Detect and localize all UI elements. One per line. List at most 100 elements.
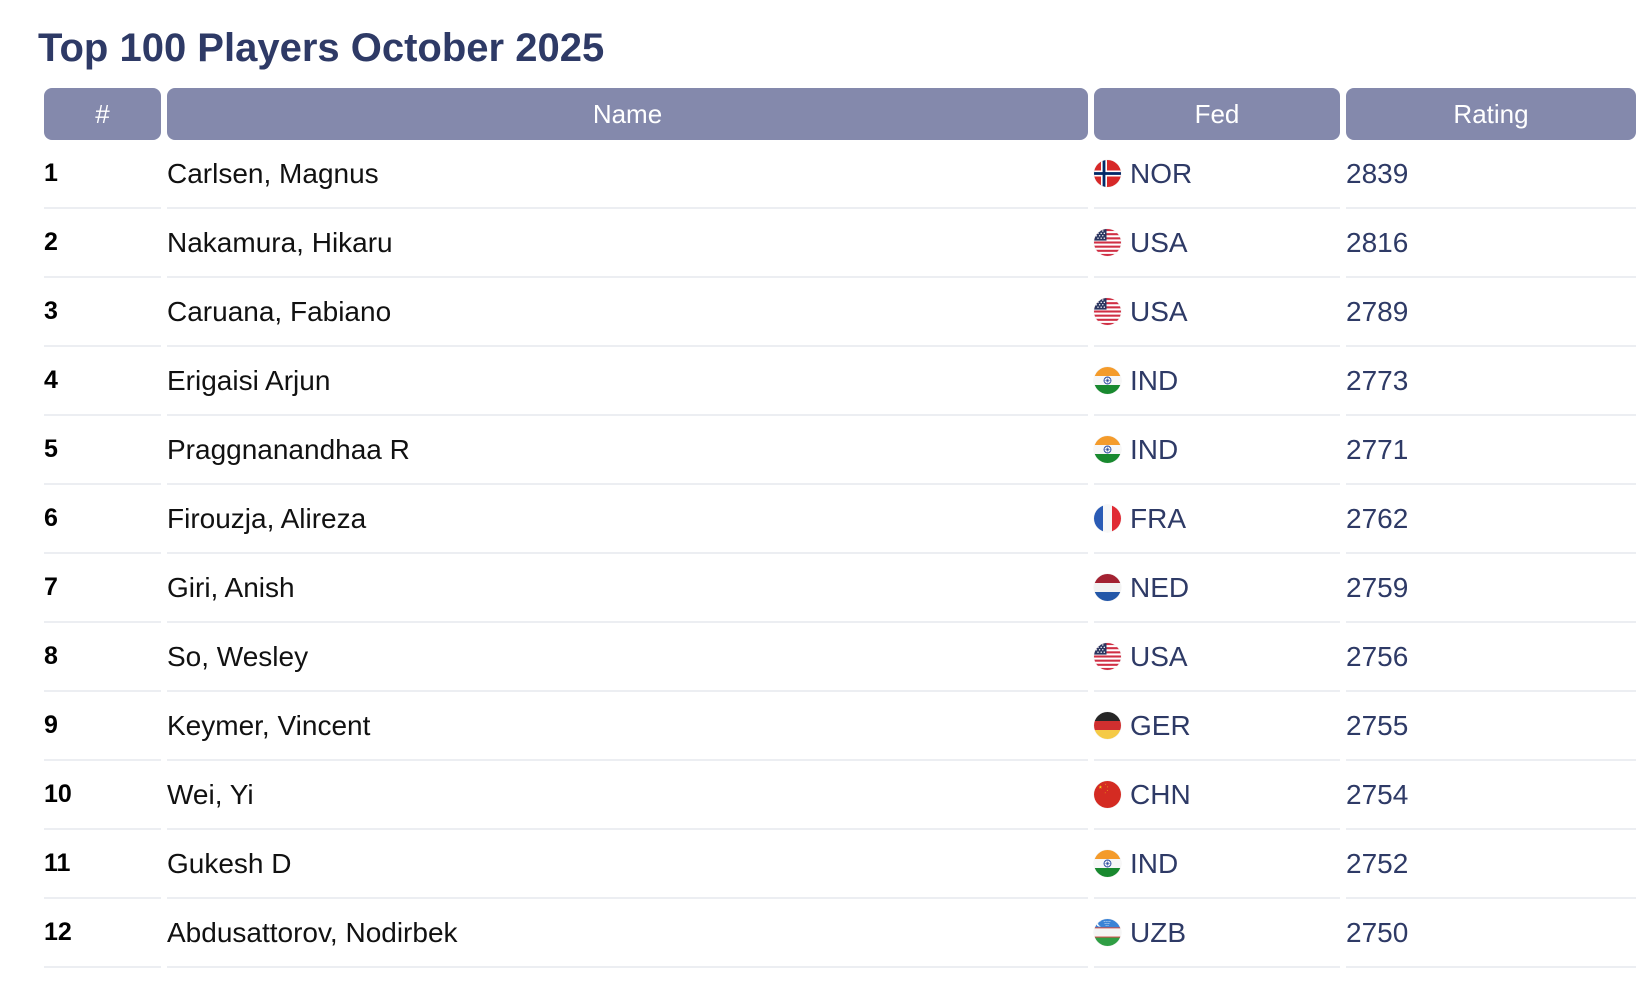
table-row[interactable]: 4 Erigaisi Arjun IND 2773 (44, 347, 1636, 416)
flag-nor-icon (1094, 160, 1121, 187)
table-row[interactable]: 6 Firouzja, Alireza FRA 2762 (44, 485, 1636, 554)
federation-group: IND (1094, 847, 1340, 879)
cell-player-name[interactable]: Gukesh D (167, 830, 1088, 899)
table-row[interactable]: 9 Keymer, Vincent GER 2755 (44, 692, 1636, 761)
federation-code: CHN (1130, 778, 1191, 810)
cell-rank: 8 (44, 623, 161, 692)
federation-group: NED (1094, 571, 1340, 603)
cell-rank: 12 (44, 899, 161, 968)
flag-ind-icon (1094, 367, 1121, 394)
federation-group: USA (1094, 640, 1340, 672)
cell-rank: 5 (44, 416, 161, 485)
cell-rating: 2759 (1346, 554, 1636, 623)
column-header-rank[interactable]: # (44, 88, 161, 140)
cell-rating: 2773 (1346, 347, 1636, 416)
cell-player-name[interactable]: Carlsen, Magnus (167, 140, 1088, 209)
cell-player-name[interactable]: Caruana, Fabiano (167, 278, 1088, 347)
federation-code: FRA (1130, 502, 1186, 534)
federation-group: CHN (1094, 778, 1340, 810)
federation-code: NED (1130, 571, 1190, 603)
federation-code: UZB (1130, 916, 1186, 948)
cell-federation: USA (1094, 209, 1340, 278)
cell-rank: 2 (44, 209, 161, 278)
cell-federation: IND (1094, 416, 1340, 485)
page-title: Top 100 Players October 2025 (38, 26, 605, 70)
federation-group: IND (1094, 435, 1340, 464)
federation-code: IND (1130, 364, 1179, 396)
federation-group: NOR (1094, 157, 1340, 189)
table-header: # Name Fed Rating (44, 88, 1636, 140)
cell-federation: USA (1094, 278, 1340, 347)
cell-federation: NED (1094, 554, 1340, 623)
top-players-table: # Name Fed Rating 1 Carlsen, Magnus NOR 283… (38, 88, 1642, 968)
federation-group: USA (1094, 295, 1340, 327)
table-row[interactable]: 1 Carlsen, Magnus NOR 2839 (44, 140, 1636, 209)
table-row[interactable]: 12 Abdusattorov, Nodirbek UZB 2750 (44, 899, 1636, 968)
cell-player-name[interactable]: Keymer, Vincent (167, 692, 1088, 761)
flag-ned-icon (1094, 574, 1121, 601)
federation-code: NOR (1130, 157, 1193, 189)
cell-rating: 2839 (1346, 140, 1636, 209)
cell-rank: 3 (44, 278, 161, 347)
cell-player-name[interactable]: Giri, Anish (167, 554, 1088, 623)
federation-group: GER (1094, 709, 1340, 741)
cell-rank: 6 (44, 485, 161, 554)
cell-federation: FRA (1094, 485, 1340, 554)
federation-code: USA (1130, 640, 1188, 672)
cell-rank: 9 (44, 692, 161, 761)
cell-player-name[interactable]: So, Wesley (167, 623, 1088, 692)
federation-group: USA (1094, 226, 1340, 258)
flag-ger-icon (1094, 712, 1121, 739)
cell-rank: 1 (44, 140, 161, 209)
cell-federation: UZB (1094, 899, 1340, 968)
table-row[interactable]: 3 Caruana, Fabiano USA 2789 (44, 278, 1636, 347)
table-row[interactable]: 8 So, Wesley USA 2756 (44, 623, 1636, 692)
cell-rating: 2756 (1346, 623, 1636, 692)
flag-fra-icon (1094, 505, 1121, 532)
flag-usa-icon (1094, 229, 1121, 256)
federation-code: USA (1130, 226, 1188, 258)
flag-uzb-icon (1094, 919, 1121, 946)
flag-usa-icon (1094, 298, 1121, 325)
cell-player-name[interactable]: Praggnanandhaa R (167, 416, 1088, 485)
table-body: 1 Carlsen, Magnus NOR 2839 2 Nakamura, Hikaru… (44, 140, 1636, 968)
column-header-rating[interactable]: Rating (1346, 88, 1636, 140)
cell-federation: NOR (1094, 140, 1340, 209)
cell-rating: 2752 (1346, 830, 1636, 899)
federation-code: USA (1130, 295, 1188, 327)
cell-rank: 4 (44, 347, 161, 416)
federation-code: GER (1130, 709, 1191, 741)
federation-group: FRA (1094, 502, 1340, 534)
flag-ind-icon (1094, 850, 1121, 877)
cell-player-name[interactable]: Nakamura, Hikaru (167, 209, 1088, 278)
cell-rating: 2816 (1346, 209, 1636, 278)
table-row[interactable]: 11 Gukesh D IND 2752 (44, 830, 1636, 899)
table-header-row: # Name Fed Rating (44, 88, 1636, 140)
cell-player-name[interactable]: Abdusattorov, Nodirbek (167, 899, 1088, 968)
cell-federation: CHN (1094, 761, 1340, 830)
cell-rating: 2771 (1346, 416, 1636, 485)
cell-player-name[interactable]: Wei, Yi (167, 761, 1088, 830)
flag-chn-icon (1094, 781, 1121, 808)
table-row[interactable]: 2 Nakamura, Hikaru USA 2816 (44, 209, 1636, 278)
federation-code: IND (1130, 847, 1179, 879)
cell-player-name[interactable]: Firouzja, Alireza (167, 485, 1088, 554)
table-row[interactable]: 10 Wei, Yi CHN 2754 (44, 761, 1636, 830)
cell-rating: 2755 (1346, 692, 1636, 761)
table-row[interactable]: 7 Giri, Anish NED 2759 (44, 554, 1636, 623)
column-header-fed[interactable]: Fed (1094, 88, 1340, 140)
cell-rank: 7 (44, 554, 161, 623)
cell-rating: 2754 (1346, 761, 1636, 830)
table-row[interactable]: 5 Praggnanandhaa R IND 2771 (44, 416, 1636, 485)
cell-rating: 2762 (1346, 485, 1636, 554)
cell-player-name[interactable]: Erigaisi Arjun (167, 347, 1088, 416)
cell-rating: 2789 (1346, 278, 1636, 347)
cell-rating: 2750 (1346, 899, 1636, 968)
cell-federation: USA (1094, 623, 1340, 692)
column-header-name[interactable]: Name (167, 88, 1088, 140)
flag-usa-icon (1094, 643, 1121, 670)
cell-federation: IND (1094, 347, 1340, 416)
federation-group: IND (1094, 364, 1340, 396)
federation-group: UZB (1094, 916, 1340, 948)
